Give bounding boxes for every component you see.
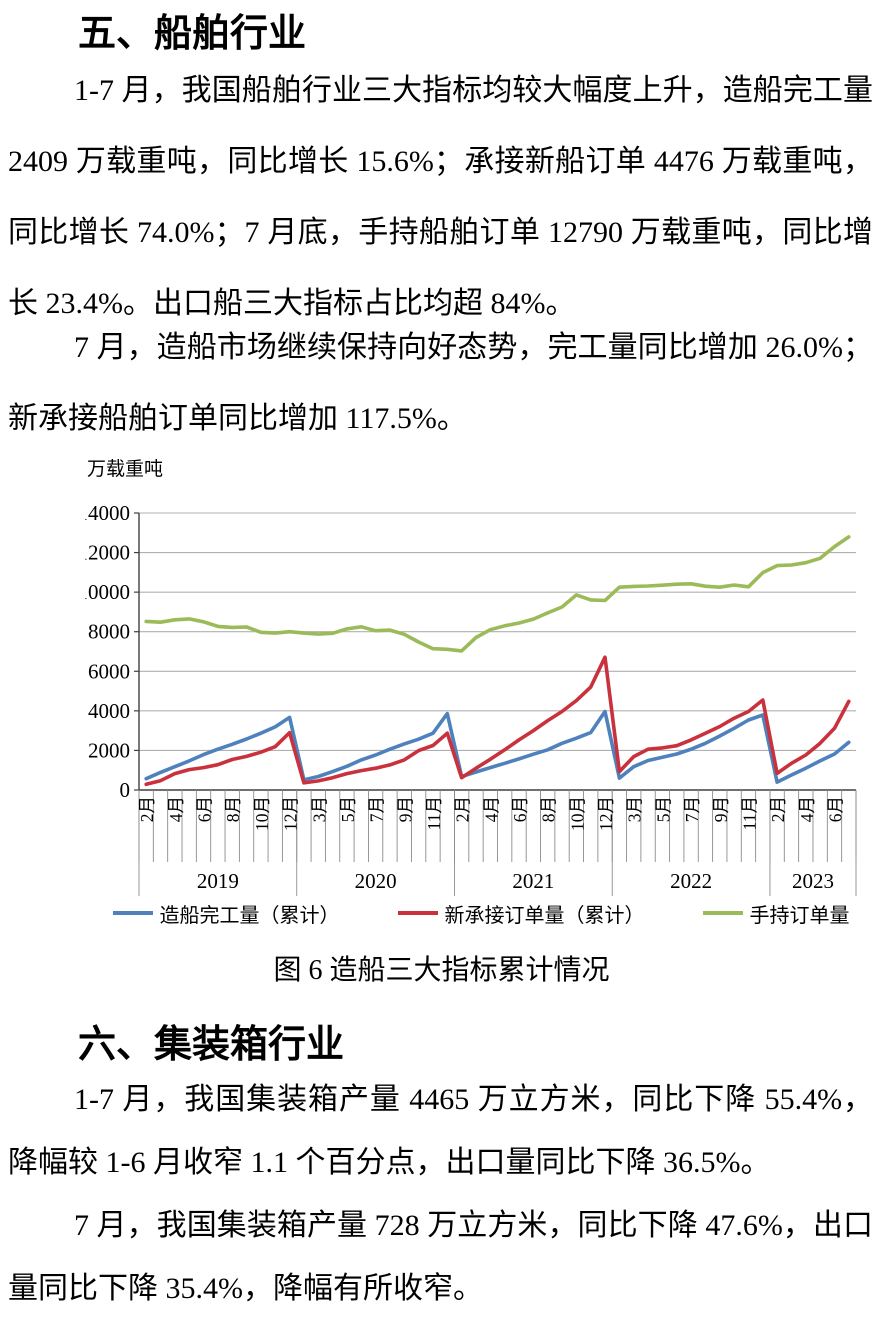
legend-label-completed: 造船完工量（累计） [159, 904, 340, 927]
svg-text:4月: 4月 [166, 796, 186, 822]
svg-text:3月: 3月 [625, 796, 645, 822]
svg-text:10月: 10月 [252, 796, 272, 831]
svg-text:0: 0 [120, 778, 131, 802]
svg-text:4月: 4月 [481, 796, 501, 822]
chart-unit-label: 万载重吨 [87, 459, 164, 480]
figure-caption: 图 6 造船三大指标累计情况 [273, 955, 610, 986]
svg-text:2019: 2019 [197, 869, 239, 893]
legend-label-new-orders: 新承接订单量（累计） [444, 904, 645, 927]
svg-text:12月: 12月 [281, 796, 301, 831]
svg-text:2020: 2020 [355, 869, 397, 893]
legend-line-swatch-orderbook [702, 911, 743, 915]
svg-text:6000: 6000 [88, 659, 130, 683]
legend-item-new-orders: 新承接订单量（累计） [397, 899, 645, 928]
svg-text:12000: 12000 [85, 541, 130, 565]
svg-text:2月: 2月 [453, 796, 473, 822]
svg-text:14000: 14000 [85, 501, 130, 525]
chart-legend: 造船完工量（累计） 新承接订单量（累计） 手持订单量 [85, 898, 877, 928]
section6-paragraph-1: 1-7 月，我国集装箱产量 4465 万立方米，同比下降 55.4%，降幅较 1… [8, 1083, 873, 1179]
section6-heading: 六、集装箱行业 [78, 1024, 345, 1066]
svg-text:3月: 3月 [309, 796, 329, 822]
svg-text:4月: 4月 [797, 796, 817, 822]
svg-text:2000: 2000 [88, 738, 130, 762]
svg-text:11月: 11月 [424, 796, 444, 830]
section5-paragraph-1: 1-7 月，我国船舶行业三大指标均较大幅度上升，造船完工量 2409 万载重吨，… [8, 74, 873, 320]
svg-text:8月: 8月 [223, 796, 243, 822]
svg-text:2月: 2月 [137, 796, 157, 822]
svg-text:6月: 6月 [195, 796, 215, 822]
svg-text:5月: 5月 [338, 796, 358, 822]
chart-plot-area: 0 2000 4000 6000 8000 10000 12000 14000 2019 2020… [78, 501, 857, 896]
svg-text:11月: 11月 [739, 796, 759, 830]
svg-text:9月: 9月 [395, 796, 415, 822]
svg-text:2021: 2021 [512, 869, 554, 893]
legend-item-orderbook: 手持订单量 [702, 899, 850, 928]
shipbuilding-chart: 万载重吨 0 2000 4000 6000 8000 10000 12000 14000 201… [78, 458, 877, 928]
svg-text:7月: 7月 [682, 796, 702, 822]
legend-line-swatch-new-orders [397, 911, 438, 915]
svg-text:7月: 7月 [367, 796, 387, 822]
svg-text:4000: 4000 [88, 699, 130, 723]
section5-heading: 五、船舶行业 [78, 13, 307, 55]
svg-text:2023: 2023 [792, 869, 834, 893]
svg-text:6月: 6月 [825, 796, 845, 822]
svg-text:8月: 8月 [539, 796, 559, 822]
legend-item-completed: 造船完工量（累计） [112, 899, 340, 928]
svg-text:2022: 2022 [670, 869, 712, 893]
svg-text:9月: 9月 [711, 796, 731, 822]
legend-label-orderbook: 手持订单量 [749, 904, 850, 927]
svg-text:10月: 10月 [567, 796, 587, 831]
svg-text:6月: 6月 [510, 796, 530, 822]
svg-text:2月: 2月 [768, 796, 788, 822]
section6-paragraph-2: 7 月，我国集装箱产量 728 万立方米，同比下降 47.6%，出口量同比下降 … [8, 1209, 873, 1305]
svg-text:8000: 8000 [88, 620, 130, 644]
svg-text:12月: 12月 [596, 796, 616, 831]
svg-text:5月: 5月 [653, 796, 673, 822]
svg-text:10000: 10000 [85, 580, 130, 604]
legend-line-swatch-completed [112, 911, 153, 915]
section5-paragraph-2: 7 月，造船市场继续保持向好态势，完工量同比增加 26.0%；新承接船舶订单同比… [8, 331, 873, 435]
